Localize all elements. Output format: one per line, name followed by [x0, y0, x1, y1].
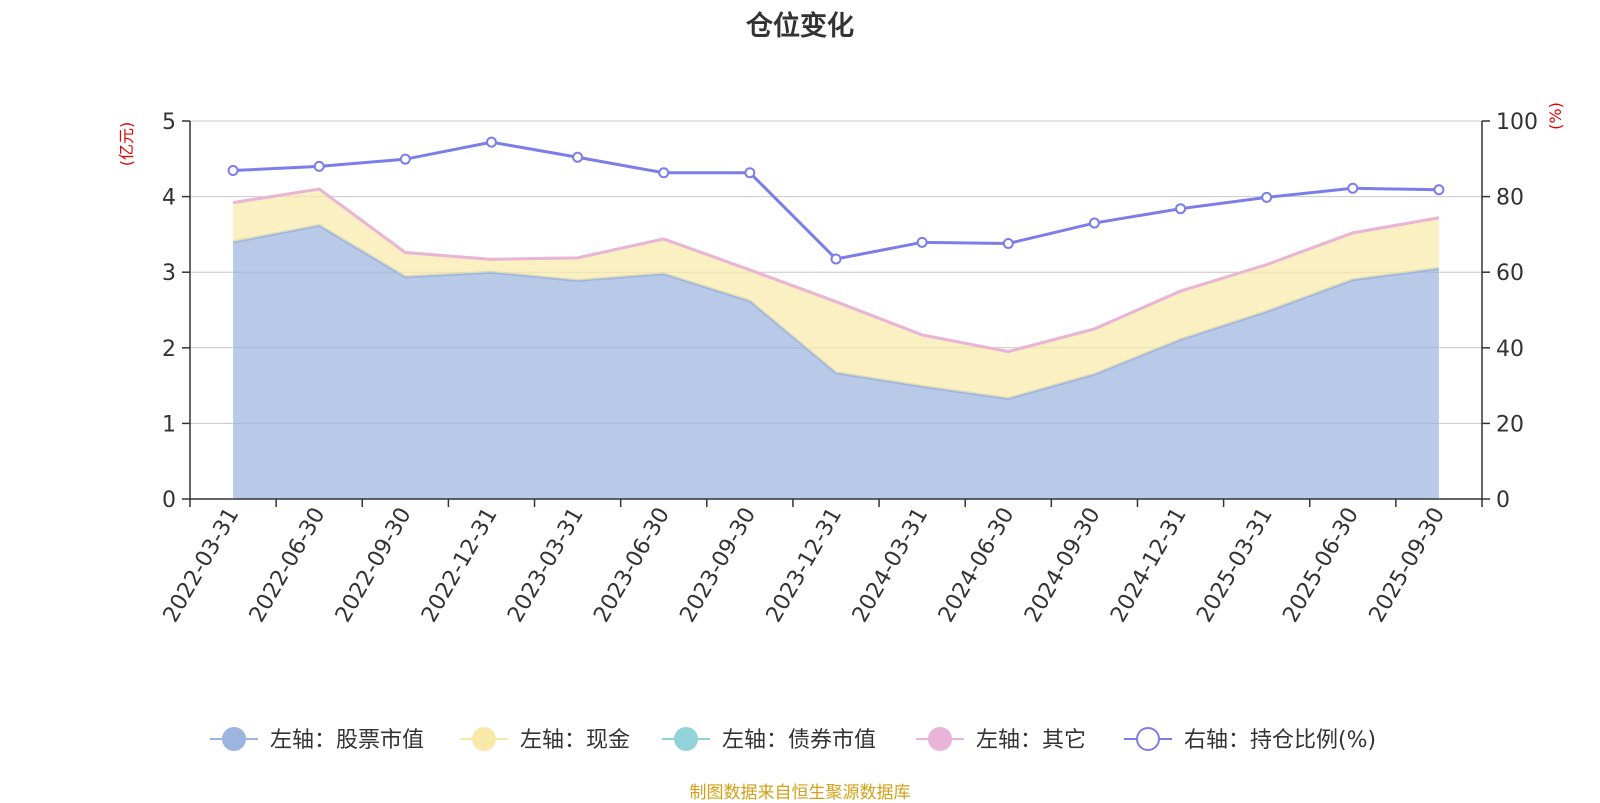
legend-swatch-marker	[1136, 727, 1160, 751]
ratio-point	[485, 136, 497, 148]
x-tick-label: 2024-09-30	[1020, 504, 1106, 627]
x-tick-label: 2025-03-31	[1192, 504, 1278, 627]
area-2	[233, 189, 1439, 399]
legend-item-3: 左轴：债券市值	[662, 727, 876, 753]
left-tick-label: 4	[162, 186, 176, 211]
left-tick-label: 1	[162, 412, 176, 437]
legend-label: 右轴：持仓比例(%)	[1184, 728, 1376, 753]
ratio-point	[1347, 182, 1359, 194]
legend-item-5: 右轴：持仓比例(%)	[1124, 727, 1376, 753]
ratio-point	[1088, 217, 1100, 229]
right-tick-label: 100	[1496, 110, 1538, 135]
ratio-point	[658, 167, 670, 179]
x-tick-label: 2025-09-30	[1365, 504, 1451, 627]
ratio-line	[232, 140, 1439, 261]
x-tick-label: 2023-06-30	[589, 504, 675, 627]
legend-item-4: 左轴：其它	[916, 727, 1086, 753]
ratio-point	[572, 151, 584, 163]
right-tick-label: 80	[1496, 186, 1524, 211]
data-source-note: 制图数据来自恒生聚源数据库	[689, 783, 911, 803]
ratio-line-series	[227, 136, 1445, 265]
legend-swatch-marker	[472, 727, 496, 751]
ratio-point	[1175, 203, 1187, 215]
ratio-point	[399, 153, 411, 165]
legend-item-1: 左轴：股票市值	[210, 727, 424, 753]
right-tick-label: 0	[1496, 488, 1510, 513]
right-axis-unit-label: (%)	[1546, 102, 1565, 130]
stacked-areas	[232, 187, 1440, 499]
x-tick-label: 2023-09-30	[675, 504, 761, 627]
chart-title: 仓位变化	[746, 11, 854, 42]
legend-swatch-marker	[928, 727, 952, 751]
x-tick-label: 2023-12-31	[762, 504, 848, 627]
right-tick-label: 60	[1496, 261, 1524, 286]
legend: 左轴：股票市值 左轴：现金 左轴：债券市值 左轴：其它 右轴：持仓比例(%)	[210, 727, 1376, 753]
legend-swatch-marker	[674, 727, 698, 751]
x-tick-label: 2022-06-30	[245, 504, 331, 627]
right-tick-label: 20	[1496, 412, 1524, 437]
ratio-point	[916, 236, 928, 248]
x-tick-label: 2023-03-31	[503, 504, 589, 627]
left-tick-label: 0	[162, 488, 176, 513]
ratio-point	[313, 160, 325, 172]
x-tick-label: 2022-03-31	[159, 504, 245, 627]
ratio-point	[227, 165, 239, 177]
x-tick-label: 2024-12-31	[1106, 504, 1192, 627]
legend-label: 左轴：股票市值	[270, 728, 424, 753]
right-tick-label: 40	[1496, 337, 1524, 362]
x-tick-label: 2024-06-30	[934, 504, 1020, 627]
ratio-point	[1002, 237, 1014, 249]
legend-label: 左轴：其它	[976, 728, 1086, 753]
ratio-point	[1433, 184, 1445, 196]
x-tick-label: 2022-12-31	[417, 504, 503, 627]
left-tick-label: 2	[162, 337, 176, 362]
ratio-point	[744, 167, 756, 179]
ratio-point	[830, 253, 842, 265]
x-tick-label: 2022-09-30	[331, 504, 417, 627]
x-tick-label: 2024-03-31	[848, 504, 934, 627]
left-tick-label: 3	[162, 261, 176, 286]
x-tick-label: 2025-06-30	[1278, 504, 1364, 627]
left-tick-label: 5	[162, 110, 176, 135]
ratio-point	[1261, 191, 1273, 203]
legend-item-2: 左轴：现金	[460, 727, 630, 753]
legend-label: 左轴：现金	[520, 728, 630, 753]
area-1	[233, 225, 1439, 499]
legend-swatch-marker	[222, 727, 246, 751]
left-axis-unit-label: (亿元)	[117, 122, 136, 167]
area-top-line-4	[232, 187, 1440, 354]
legend-label: 左轴：债券市值	[722, 728, 876, 753]
